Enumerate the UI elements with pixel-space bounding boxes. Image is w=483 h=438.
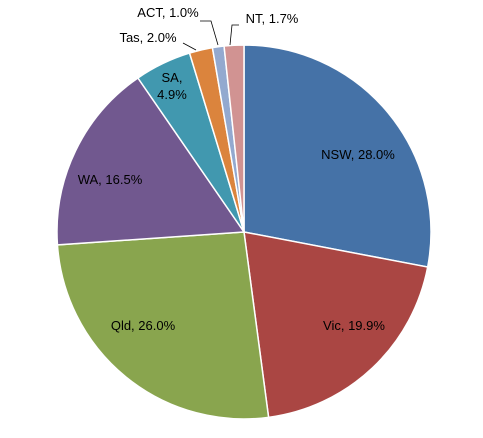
data-label-vic: Vic, 19.9% — [323, 318, 385, 333]
data-label-qld: Qld, 26.0% — [111, 318, 176, 333]
data-label-sa: SA, 4.9% — [157, 70, 187, 102]
data-label-line: SA, — [162, 70, 183, 85]
pie-slice-qld — [56, 231, 270, 420]
pie-slice-nsw — [243, 44, 432, 268]
leader-line-tas — [182, 42, 197, 51]
pie-slice-wa — [56, 76, 246, 246]
data-label-nsw: NSW, 28.0% — [321, 147, 395, 162]
pie-slice-nt — [223, 44, 245, 233]
data-label-tas: Tas, 2.0% — [119, 30, 177, 45]
data-label-nt: NT, 1.7% — [246, 11, 299, 26]
data-label-wa: WA, 16.5% — [78, 172, 143, 187]
pie-slice-vic — [243, 231, 429, 419]
data-label-act: ACT, 1.0% — [137, 5, 199, 20]
leader-line-act — [200, 20, 219, 46]
data-label-line: 4.9% — [157, 87, 187, 102]
leader-line-nt — [229, 24, 239, 46]
